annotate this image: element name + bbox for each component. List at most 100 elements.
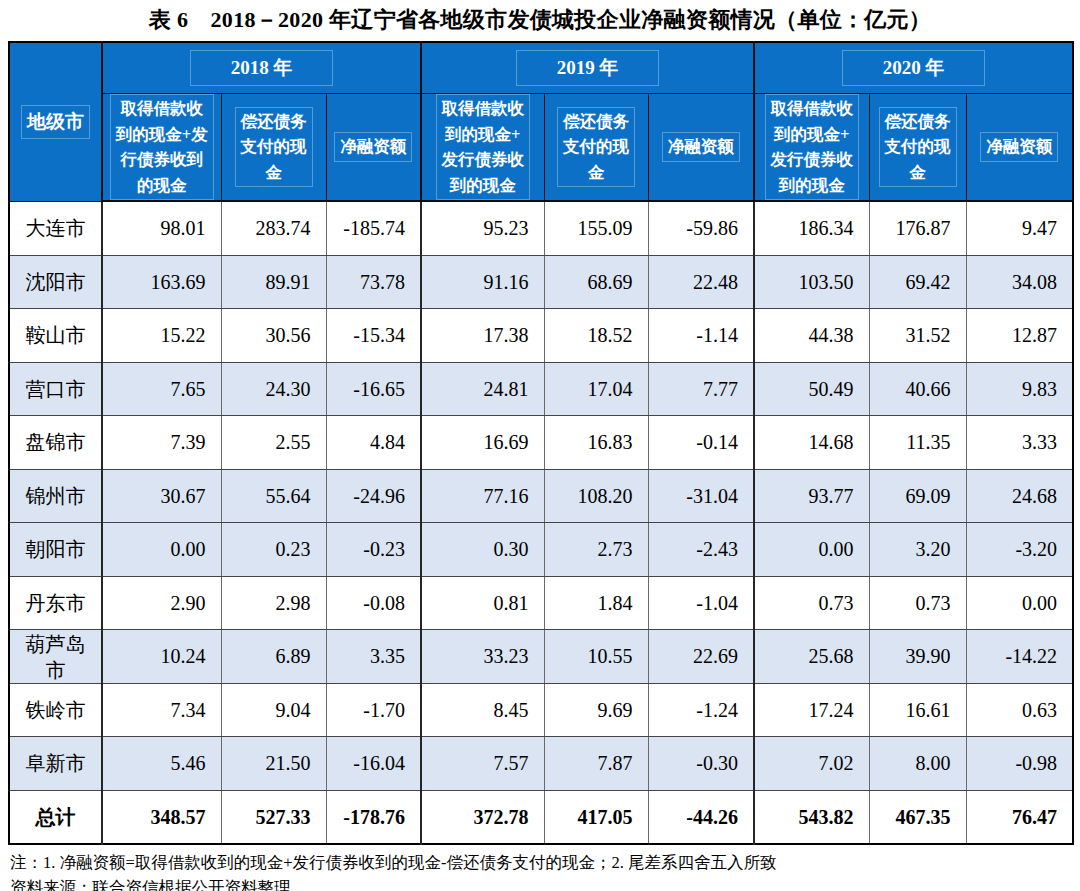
value-cell: 40.66 (869, 362, 966, 416)
value-cell: 4.84 (326, 416, 421, 470)
value-cell: -0.14 (648, 416, 754, 470)
value-cell: 7.65 (102, 362, 221, 416)
value-cell: 18.52 (544, 309, 648, 363)
city-cell: 葫芦岛市 (9, 630, 102, 684)
value-cell: 0.73 (869, 576, 966, 630)
value-cell: 73.78 (326, 255, 421, 309)
header-measure-row: 取得借款收 到的现金+发 行债券收到 的现金 偿还债务 支付的现 金 净融资额 … (9, 94, 1073, 202)
value-cell: -59.86 (648, 201, 754, 255)
value-cell: 33.23 (421, 630, 544, 684)
value-cell: 9.04 (221, 683, 326, 737)
value-cell: -31.04 (648, 469, 754, 523)
value-cell: 103.50 (754, 255, 869, 309)
table-source: 资料来源：联合资信根据公开资料整理 (10, 875, 1080, 891)
header-2018-borrow-cash: 取得借款收 到的现金+发 行债券收到 的现金 (102, 94, 221, 202)
table-row: 朝阳市0.000.23-0.230.302.73-2.430.003.20-3.… (9, 523, 1073, 577)
value-cell: -2.43 (648, 523, 754, 577)
value-cell: 17.24 (754, 683, 869, 737)
value-cell: 176.87 (869, 201, 966, 255)
header-2020-net-financing: 净融资额 (966, 94, 1073, 202)
value-cell: 69.09 (869, 469, 966, 523)
value-cell: 283.74 (221, 201, 326, 255)
value-cell: 0.63 (966, 683, 1073, 737)
value-cell: -24.96 (326, 469, 421, 523)
value-cell: 1.84 (544, 576, 648, 630)
value-cell: 24.30 (221, 362, 326, 416)
value-cell: 155.09 (544, 201, 648, 255)
city-cell: 盘锦市 (9, 416, 102, 470)
value-cell: 0.00 (754, 523, 869, 577)
value-cell: 348.57 (102, 790, 221, 844)
table-row: 总计348.57527.33-178.76372.78417.05-44.265… (9, 790, 1073, 844)
value-cell: -178.76 (326, 790, 421, 844)
value-cell: 12.87 (966, 309, 1073, 363)
header-2020-repay-cash-label: 偿还债务 支付的现 金 (879, 107, 957, 188)
value-cell: 0.00 (102, 523, 221, 577)
value-cell: 2.55 (221, 416, 326, 470)
value-cell: 16.61 (869, 683, 966, 737)
value-cell: 30.56 (221, 309, 326, 363)
value-cell: 0.73 (754, 576, 869, 630)
value-cell: 0.81 (421, 576, 544, 630)
value-cell: 68.69 (544, 255, 648, 309)
value-cell: 372.78 (421, 790, 544, 844)
value-cell: 24.81 (421, 362, 544, 416)
value-cell: 2.73 (544, 523, 648, 577)
value-cell: -0.23 (326, 523, 421, 577)
city-cell: 沈阳市 (9, 255, 102, 309)
header-2018-borrow-cash-label: 取得借款收 到的现金+发 行债券收到 的现金 (110, 94, 214, 200)
document-page: 表 6 2018－2020 年辽宁省各地级市发债城投企业净融资额情况（单位：亿元… (0, 0, 1080, 891)
value-cell: 69.42 (869, 255, 966, 309)
table-body: 大连市98.01283.74-185.7495.23155.09-59.8618… (9, 201, 1073, 844)
header-2019-net-financing-label: 净融资额 (662, 132, 740, 162)
table-note: 注：1. 净融资额=取得借款收到的现金+发行债券收到的现金-偿还债务支付的现金；… (10, 850, 1080, 875)
value-cell: 2.98 (221, 576, 326, 630)
value-cell: 10.24 (102, 630, 221, 684)
value-cell: 76.47 (966, 790, 1073, 844)
value-cell: 186.34 (754, 201, 869, 255)
table-row: 葫芦岛市10.246.893.3533.2310.5522.6925.6839.… (9, 630, 1073, 684)
value-cell: 527.33 (221, 790, 326, 844)
value-cell: 7.87 (544, 737, 648, 791)
value-cell: 98.01 (102, 201, 221, 255)
value-cell: 50.49 (754, 362, 869, 416)
value-cell: 5.46 (102, 737, 221, 791)
net-financing-table: 地级市 2018 年 2019 年 2020 年 取得借款收 到的现金+发 行债… (8, 41, 1074, 845)
header-city-column: 地级市 (9, 42, 102, 201)
value-cell: 89.91 (221, 255, 326, 309)
value-cell: 16.83 (544, 416, 648, 470)
value-cell: 22.48 (648, 255, 754, 309)
value-cell: 21.50 (221, 737, 326, 791)
value-cell: -3.20 (966, 523, 1073, 577)
value-cell: 31.52 (869, 309, 966, 363)
header-2018-repay-cash: 偿还债务 支付的现 金 (221, 94, 326, 202)
value-cell: 11.35 (869, 416, 966, 470)
table-row: 鞍山市15.2230.56-15.3417.3818.52-1.1444.383… (9, 309, 1073, 363)
value-cell: -16.04 (326, 737, 421, 791)
value-cell: 8.45 (421, 683, 544, 737)
header-2019-repay-cash-label: 偿还债务 支付的现 金 (557, 107, 635, 188)
value-cell: 7.02 (754, 737, 869, 791)
value-cell: 14.68 (754, 416, 869, 470)
header-year-2018-label: 2018 年 (190, 50, 334, 85)
value-cell: 24.68 (966, 469, 1073, 523)
city-cell: 铁岭市 (9, 683, 102, 737)
value-cell: 0.00 (966, 576, 1073, 630)
value-cell: -185.74 (326, 201, 421, 255)
table-row: 盘锦市7.392.554.8416.6916.83-0.1414.6811.35… (9, 416, 1073, 470)
header-2019-repay-cash: 偿还债务 支付的现 金 (544, 94, 648, 202)
value-cell: 39.90 (869, 630, 966, 684)
header-city-label: 地级市 (21, 105, 90, 138)
value-cell: 95.23 (421, 201, 544, 255)
value-cell: 467.35 (869, 790, 966, 844)
value-cell: 9.47 (966, 201, 1073, 255)
value-cell: 30.67 (102, 469, 221, 523)
header-year-2019-label: 2019 年 (516, 50, 660, 85)
city-cell: 大连市 (9, 201, 102, 255)
header-2018-repay-cash-label: 偿还债务 支付的现 金 (235, 107, 313, 188)
header-year-2018: 2018 年 (102, 42, 421, 94)
header-year-2020-label: 2020 年 (842, 50, 986, 85)
city-cell: 阜新市 (9, 737, 102, 791)
value-cell: 10.55 (544, 630, 648, 684)
value-cell: 7.57 (421, 737, 544, 791)
